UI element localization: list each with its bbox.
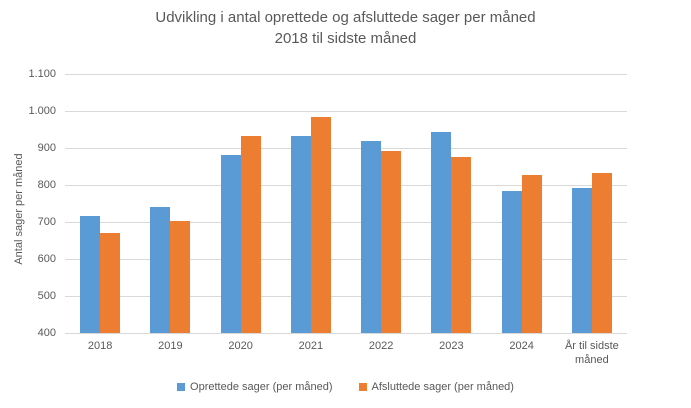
gridline <box>65 222 627 223</box>
y-axis-tick-label: 1.000 <box>28 105 56 117</box>
bar <box>310 116 331 333</box>
x-axis-tick-label: 2020 <box>228 340 253 352</box>
bar <box>170 220 191 333</box>
chart-title-line2: 2018 til sidste måned <box>274 30 417 47</box>
y-axis-tick-label: 500 <box>37 290 56 302</box>
x-axis-tick-label: 2023 <box>439 340 464 352</box>
legend: Oprettede sager (per måned) Afsluttede sa… <box>0 381 691 393</box>
y-axis-tick-label: 700 <box>37 216 56 228</box>
bar <box>240 136 261 333</box>
bar <box>220 154 241 333</box>
x-axis-tick-label: 2022 <box>368 340 394 352</box>
chart-title-line1: Udvikling i antal oprettede og afslutted… <box>155 9 536 26</box>
x-axis-tick-label: År til sidste måned <box>564 340 619 366</box>
legend-swatch <box>177 383 186 391</box>
bar <box>150 206 171 333</box>
chart-title: Udvikling i antal oprettede og afslutted… <box>0 7 691 49</box>
legend-swatch <box>358 383 367 391</box>
bar <box>80 216 101 333</box>
gridline <box>65 259 627 260</box>
y-axis-tick-label: 600 <box>37 253 56 265</box>
x-axis-tick-label: 2021 <box>298 340 324 352</box>
gridline <box>65 185 627 186</box>
gridline <box>65 74 627 75</box>
bar <box>571 187 592 333</box>
gridline <box>65 296 627 297</box>
bar <box>431 132 452 333</box>
y-axis-tick-label: 1.100 <box>28 68 56 80</box>
bar <box>290 136 311 333</box>
gridline <box>65 148 627 149</box>
gridline <box>65 333 627 334</box>
bar <box>521 174 542 333</box>
legend-item: Afsluttede sager (per måned) <box>358 381 514 393</box>
bar <box>100 232 121 333</box>
legend-item: Oprettede sager (per måned) <box>177 381 333 393</box>
x-axis-tick-label: 2018 <box>87 340 113 352</box>
y-axis-tick-label: 400 <box>37 327 56 339</box>
y-axis-tick-label: 900 <box>37 142 56 154</box>
bar <box>591 172 612 333</box>
x-axis-tick-label: 2024 <box>509 340 534 352</box>
bar <box>361 140 382 333</box>
gridline <box>65 111 627 112</box>
legend-label: Afsluttede sager (per måned) <box>371 381 514 393</box>
legend-label: Oprettede sager (per måned) <box>190 381 333 393</box>
bar <box>381 151 402 333</box>
bar <box>451 156 472 333</box>
y-axis-tick-label: 800 <box>37 179 56 191</box>
bar <box>501 191 522 333</box>
x-axis-tick-label: 2019 <box>158 340 183 352</box>
